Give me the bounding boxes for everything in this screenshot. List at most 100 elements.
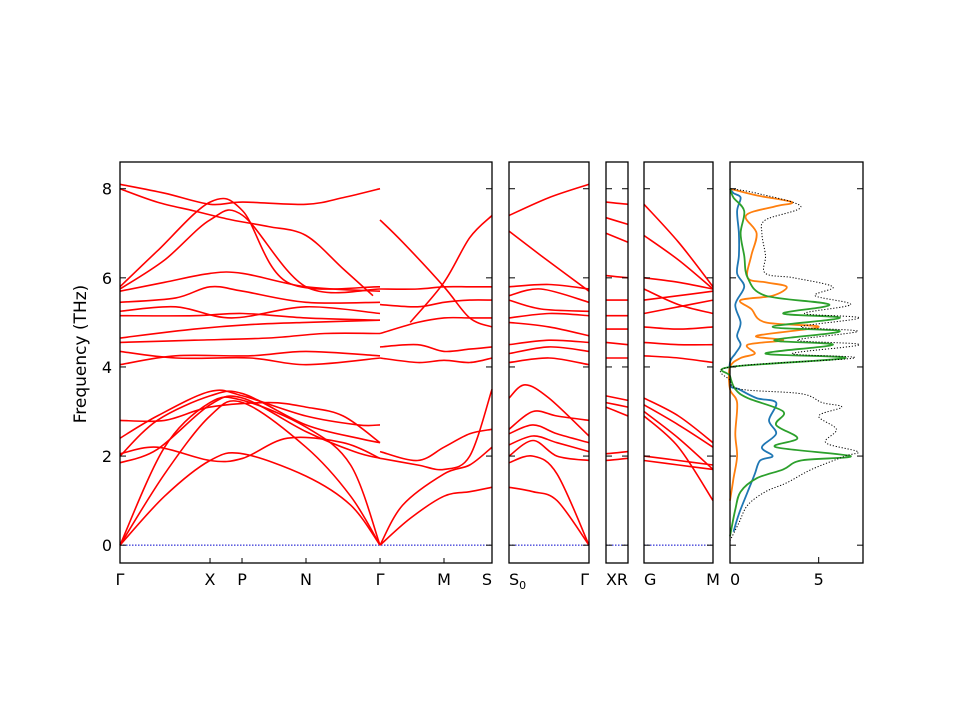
y-tick-label: 4 (102, 358, 112, 377)
phonon-band-line (643, 341, 714, 346)
dos-series-2 (727, 187, 820, 501)
x-tick-label: S0 (509, 570, 526, 592)
phonon-band-line (119, 401, 381, 444)
phonon-band-line (379, 446, 493, 546)
phonon-band-line (508, 454, 590, 546)
band-panel-3-frame (605, 161, 629, 564)
phonon-band-line (643, 410, 714, 470)
phonon-band-line (508, 321, 590, 337)
y-tick-label: 6 (102, 269, 112, 288)
x-tick-label: M (706, 570, 720, 589)
dos-series-4 (719, 188, 861, 541)
phonon-band-line (643, 397, 714, 444)
phonon-band-line (605, 401, 629, 408)
y-axis-label: Frequency (THz) (71, 285, 91, 424)
x-tick-label: Γ (580, 570, 589, 589)
phonon-band-line (508, 486, 590, 546)
phonon-band-line (508, 183, 590, 217)
band-panel-2-frame (508, 161, 590, 564)
phonon-band-line (605, 457, 629, 462)
phonon-band-line (379, 486, 493, 546)
phonon-band-line (508, 312, 590, 319)
y-tick-label: 0 (102, 536, 112, 555)
phonon-band-line (119, 305, 381, 319)
phonon-band-line (508, 424, 590, 444)
phonon-band-line (508, 288, 590, 304)
x-tick-label: Γ (116, 570, 125, 589)
phonon-band-line (643, 299, 714, 315)
x-tick-label: P (237, 570, 247, 589)
phonon-band-line (119, 436, 381, 463)
phonon-band-line (119, 451, 381, 546)
phonon-band-line (508, 339, 590, 346)
phonon-band-line (605, 395, 629, 402)
phonon-band-line (605, 341, 629, 346)
phonon-band-line (643, 355, 714, 364)
phonon-band-line (643, 404, 714, 448)
phonon-band-line (119, 271, 381, 292)
phonon-band-line (643, 455, 714, 466)
phonon-band-line (605, 216, 629, 226)
phonon-band-line (643, 288, 714, 315)
phonon-band-line (605, 201, 629, 206)
x-tick-label: X (606, 570, 617, 589)
phonon-band-line (605, 406, 629, 417)
phonon-band-line (508, 283, 590, 290)
y-tick-label: 8 (102, 180, 112, 199)
x-tick-label: N (300, 570, 312, 589)
band-panel-1: Γ X P N Γ M S 0 2 4 6 8 (102, 161, 493, 589)
phonon-band-line (643, 234, 714, 290)
x-tick-label: M (437, 570, 451, 589)
x-tick-label: Γ (376, 570, 385, 589)
phonon-band-line (643, 290, 714, 301)
phonon-band-line (508, 439, 590, 462)
phonon-band-line (508, 299, 590, 313)
phonon-band-line (119, 350, 381, 366)
phonon-band-line (508, 410, 590, 430)
phonon-band-line (508, 435, 590, 453)
dos-panel-frame (729, 161, 864, 564)
phonon-band-line (119, 332, 381, 344)
x-tick-label: X (205, 570, 216, 589)
phonon-band-line (379, 357, 493, 364)
phonon-band-line (119, 197, 381, 290)
band-panel-1-frame (119, 161, 493, 564)
phonon-band-line (119, 319, 381, 339)
phonon-band-line (409, 214, 493, 323)
phonon-band-line (643, 326, 714, 330)
phonon-band-line (119, 350, 381, 366)
dos-x-tick-label: 5 (814, 570, 824, 589)
phonon-band-line (379, 316, 492, 335)
phonon-band-line (508, 230, 590, 292)
phonon-band-line (379, 343, 493, 353)
x-tick-label: R (617, 570, 628, 589)
phonon-band-line (508, 346, 590, 355)
dos-x-tick-label: 0 (730, 570, 740, 589)
phonon-band-line (119, 396, 381, 546)
y-tick-label: 2 (102, 447, 112, 466)
phonon-band-line (119, 187, 374, 297)
phonon-band-line (379, 388, 493, 471)
phonon-band-line (379, 428, 493, 462)
band-panel-2: S0 Γ (508, 161, 590, 592)
phonon-band-line (643, 459, 714, 471)
band-panel-4-frame (643, 161, 714, 564)
dos-series-3 (720, 188, 852, 537)
phonon-band-line (605, 232, 629, 243)
phonon-band-line (119, 395, 381, 464)
phonon-band-line (119, 183, 381, 206)
phonon-band-line (508, 383, 590, 437)
phonon-band-line (379, 219, 493, 328)
phonon-band-line (379, 299, 493, 308)
phonon-band-line (643, 203, 714, 288)
phonon-band-line (119, 209, 381, 294)
phonon-band-line (643, 415, 714, 502)
phonon-band-line (508, 357, 590, 366)
phonon-band-line (379, 285, 492, 290)
phonon-band-line (119, 312, 381, 321)
